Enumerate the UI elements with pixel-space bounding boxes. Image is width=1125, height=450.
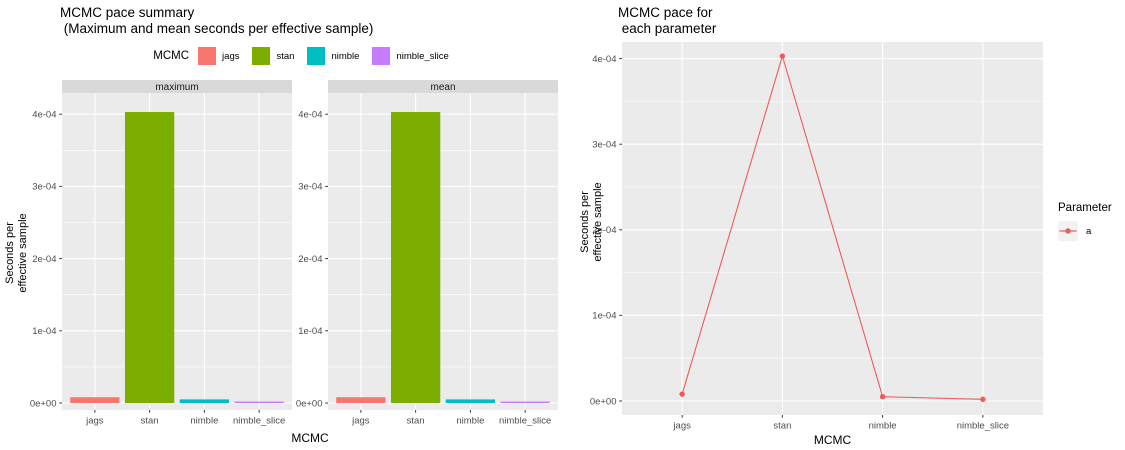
right-x-axis-title: MCMC [813,433,852,447]
y-tick-label: 4e-04 [298,110,322,121]
x-tick-label: jags [672,421,691,432]
legend-item: nimble [307,47,359,65]
y-tick-label: 3e-04 [298,182,322,193]
x-tick-label: nimble_slice [233,416,285,427]
left-x-axis-title: MCMC [291,431,329,445]
legend-swatch-icon [198,47,217,65]
legend-item-label: a [1086,225,1092,237]
x-tick-label: nimble [869,421,897,432]
y-axis-title-line: Seconds per [579,191,591,253]
right-chart-title: MCMC pace for each parameter [618,5,717,36]
left-chart-title: MCMC pace summary [60,5,195,20]
legend-swatch-icon [307,47,326,65]
bar-nimble [179,399,230,403]
left-y-axis-title: Seconds per effective sample [4,153,30,353]
bar-nimble [445,399,496,403]
facet-strip-label: mean [430,82,455,93]
panel-background [62,93,292,410]
x-tick-label: stan [773,421,791,432]
y-tick-label: 1e-04 [592,311,616,322]
legend-title: MCMC [153,50,190,62]
panel-background [328,93,558,410]
y-tick-label: 3e-04 [32,182,56,193]
legend-item-label: nimble [331,50,360,62]
legend-key-icon [1058,221,1078,241]
y-tick-label: 3e-04 [592,140,616,151]
legend-item: stan [252,47,294,65]
legend-swatch-icon [252,47,271,65]
x-tick-label: nimble [190,416,218,427]
panel-background [622,42,1043,415]
x-tick-label: stan [141,416,159,427]
legend-item: a [1058,221,1112,241]
legend-item: jags [198,47,239,65]
x-tick-label: stan [407,416,425,427]
bar-jags [336,397,386,403]
point-nimble_slice [980,396,986,402]
x-tick-label: nimble_slice [499,416,551,427]
x-tick-label: nimble_slice [957,421,1009,432]
facet-strip [62,80,292,93]
legend-item-label: jags [222,50,240,62]
line-series-a [681,54,983,400]
legend-item: nimble_slice [372,47,449,65]
x-tick-label: jags [85,416,104,427]
legend-swatch-icon [372,47,391,65]
point-stan [779,53,786,59]
y-tick-label: 4e-04 [592,54,616,65]
left-chart-legend: MCMC jags stan nimble nimble_slice [25,44,590,68]
y-axis-title-line: effective sample [16,213,29,293]
y-tick-label: 2e-04 [298,254,322,265]
y-tick-label: 0e+00 [30,398,57,409]
bar-stan [124,112,175,403]
facet-strip-label: maximum [155,82,198,93]
x-tick-label: jags [351,416,370,427]
y-tick-label: 0e+00 [296,398,323,409]
y-tick-label: 1e-04 [298,326,322,337]
facet-strip [328,80,558,93]
bar-nimble_slice [500,401,550,403]
y-tick-label: 2e-04 [592,225,616,236]
right-y-axis-title: Seconds per effective sample [579,122,605,322]
point-jags [679,391,685,397]
legend-title: Parameter [1058,202,1112,214]
y-tick-label: 2e-04 [32,254,56,265]
legend-key-glyph [1059,228,1077,234]
bar-nimble_slice [234,401,284,403]
left-chart-subtitle: (Maximum and mean seconds per effective … [60,20,374,36]
y-axis-title-line: Seconds per [4,222,16,284]
point-nimble [879,394,886,400]
bar-stan [390,112,441,403]
legend-item-label: stan [276,50,295,62]
y-tick-label: 1e-04 [32,326,56,337]
right-chart-legend: Parameter a [1058,202,1112,241]
y-tick-label: 4e-04 [32,110,56,121]
legend-key-point [1065,228,1071,234]
x-tick-label: nimble [456,416,484,427]
y-tick-label: 0e+00 [590,396,617,407]
y-axis-title-line: effective sample [591,182,604,262]
bar-jags [70,397,120,403]
legend-item-label: nimble_slice [396,50,449,62]
